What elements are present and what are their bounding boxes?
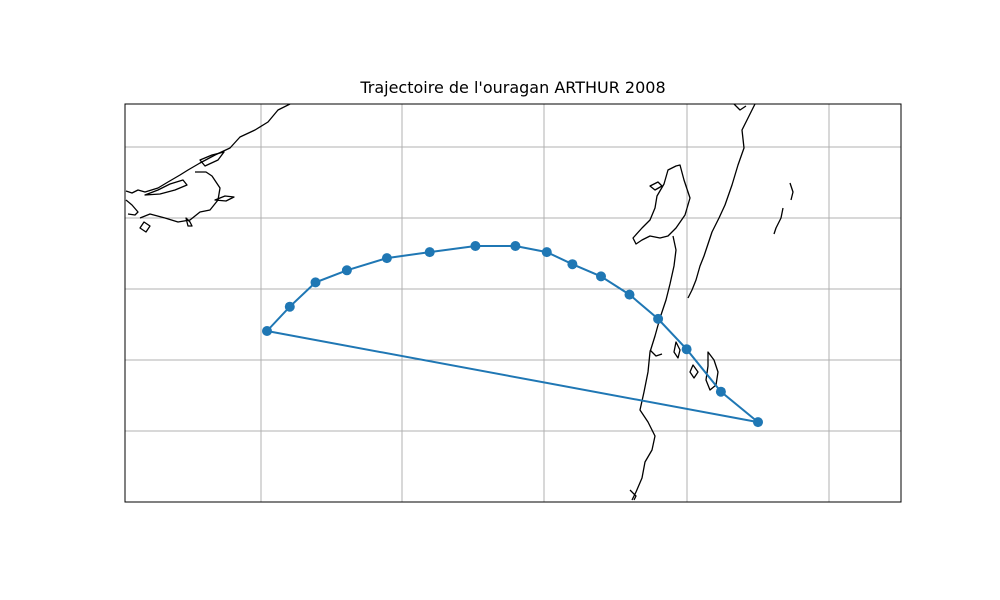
coastline-key xyxy=(185,217,193,227)
coastline-isle-1 xyxy=(649,181,663,191)
coastline-peninsula-small xyxy=(689,364,699,379)
track-point xyxy=(681,344,692,355)
coastline-isthmus-west xyxy=(632,164,691,245)
coastline-island-east-2 xyxy=(773,207,784,235)
track-point xyxy=(310,277,321,288)
map-frame xyxy=(124,103,902,503)
coastline-cay xyxy=(673,341,681,359)
coastline-island-east-1 xyxy=(789,182,794,201)
track-point xyxy=(381,253,392,264)
coastline-island-west xyxy=(139,221,151,233)
hurricane-track xyxy=(262,241,763,428)
track-point xyxy=(510,241,521,251)
track-point xyxy=(753,417,763,428)
coastline-gulf xyxy=(125,104,291,194)
track-point xyxy=(424,247,435,258)
coastline-island-bar xyxy=(214,195,235,202)
coastline-reef xyxy=(649,349,663,357)
track-point xyxy=(541,247,552,258)
coastline-isthmus-south xyxy=(631,235,677,501)
coastline-isle-2 xyxy=(733,104,747,111)
coastline-lagoon xyxy=(144,179,188,196)
track-point xyxy=(567,259,578,270)
track-point xyxy=(715,386,726,397)
coastline-tip xyxy=(629,489,637,501)
map-background xyxy=(125,104,901,502)
track-point xyxy=(262,326,272,336)
track-point xyxy=(341,265,352,276)
gridlines xyxy=(125,104,901,502)
track-point xyxy=(470,241,481,251)
coastline-gulf-peninsula xyxy=(125,199,139,216)
coastline-isthmus-north xyxy=(687,104,756,299)
track-point xyxy=(624,289,635,300)
coastlines xyxy=(125,104,794,501)
coastline-bay xyxy=(139,171,221,223)
track-point xyxy=(653,313,664,324)
track-point xyxy=(284,301,295,312)
coastline-peninsula-east xyxy=(705,351,719,391)
track-point xyxy=(596,271,606,282)
map-title: Trajectoire de l'ouragan ARTHUR 2008 xyxy=(360,78,666,97)
coastline-inlet xyxy=(199,151,225,167)
